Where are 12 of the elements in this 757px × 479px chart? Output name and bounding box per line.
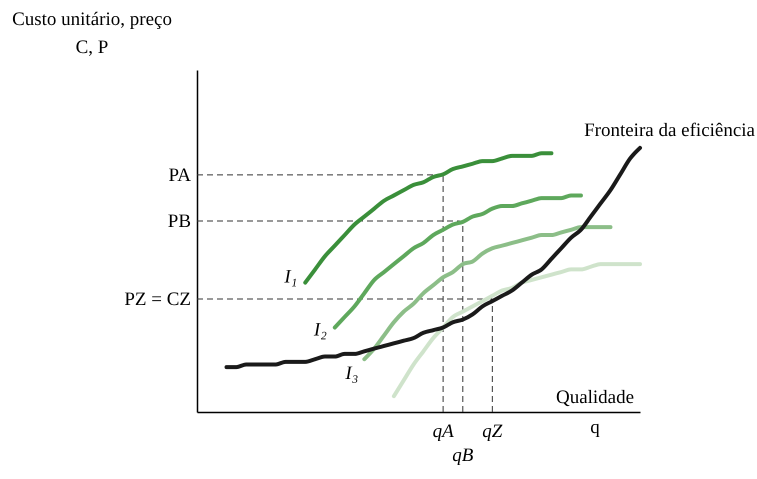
x-tick-label: qZ [482, 421, 503, 442]
series-label: I₁ [283, 266, 298, 288]
series-label: Fronteira da eficiência [584, 120, 756, 141]
text: Custo unitário, preço C, P [12, 9, 172, 58]
series-label: I₂ [312, 319, 328, 340]
x-axis-title: Qualidade q [556, 387, 634, 438]
ref-line-label: PB [168, 211, 191, 232]
ref-line-label: PZ = CZ [124, 288, 191, 310]
ref-line-label: PA [168, 164, 192, 186]
x-tick-label: qB [452, 445, 474, 466]
series-label: I₃ [344, 363, 358, 384]
x-tick-label: qA [432, 421, 454, 442]
